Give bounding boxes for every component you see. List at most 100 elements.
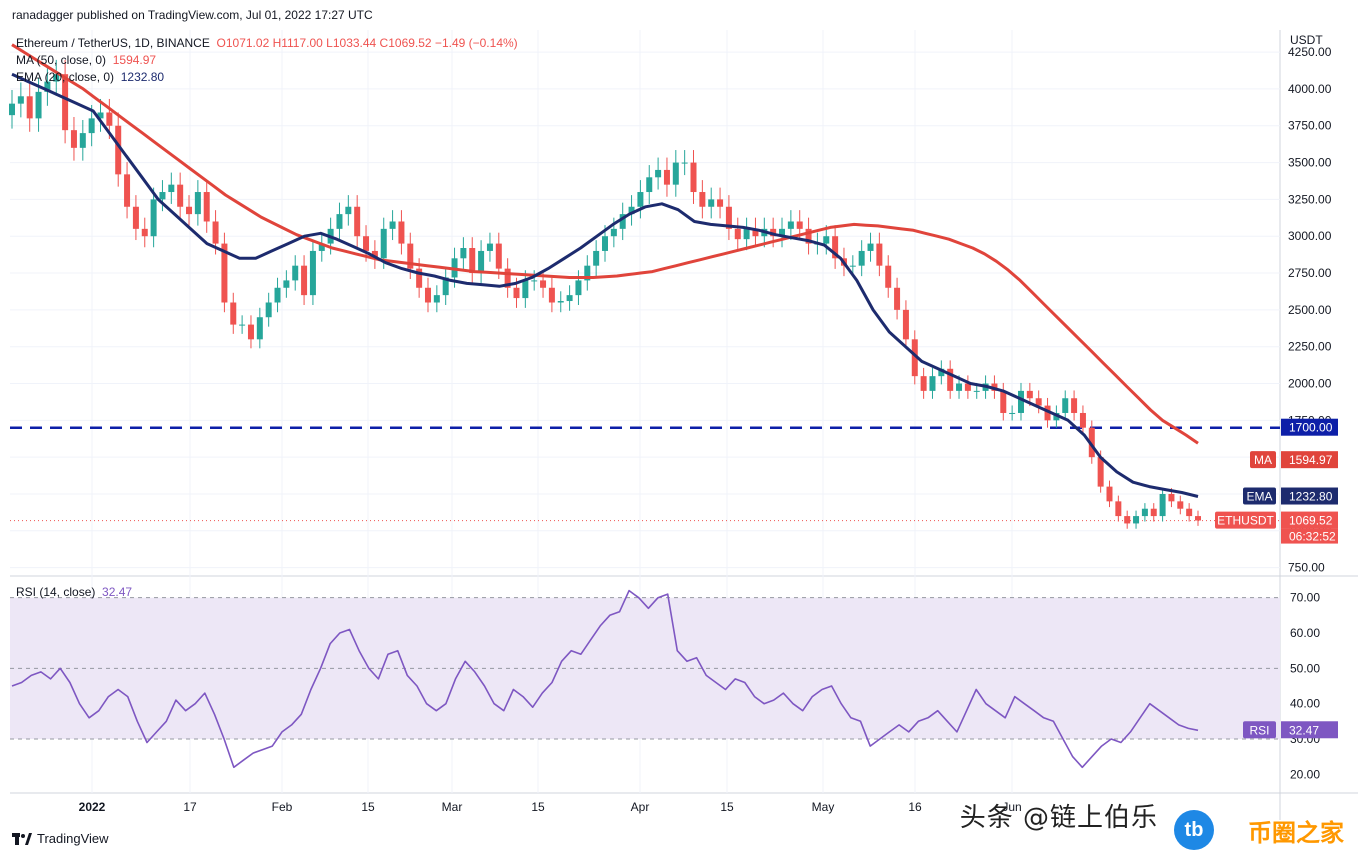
time-tick-label: Jun — [1002, 800, 1021, 814]
candle-body — [956, 383, 963, 391]
candle-body — [637, 192, 644, 207]
price-tick-label: 2500.00 — [1288, 303, 1332, 317]
candle-body — [1115, 501, 1122, 517]
price-tick-label: 2750.00 — [1288, 266, 1332, 280]
candle-body — [531, 280, 538, 282]
candle-body — [354, 206, 361, 237]
candle-body — [442, 277, 449, 296]
candle-body — [159, 192, 166, 200]
candle-body — [1017, 390, 1024, 413]
candle-body — [894, 287, 901, 310]
time-axis[interactable]: 2022 17 Feb 15 Mar 15 Apr 15 May 16 Jun — [79, 800, 1022, 814]
candle-body — [150, 199, 157, 237]
candle-body — [97, 112, 104, 119]
ema-label: EMA (20, close, 0) — [16, 70, 115, 84]
candle-body — [663, 169, 670, 185]
rsi-tick-label: 20.00 — [1290, 767, 1320, 781]
candle-body — [646, 177, 653, 193]
candle-body — [610, 228, 617, 237]
candle-body — [309, 250, 316, 296]
ethusdt-tag-value-box — [1281, 511, 1338, 529]
time-tick-label: Mar — [442, 800, 463, 814]
candle-body — [548, 287, 555, 303]
rsi-value: 32.47 — [102, 585, 133, 599]
candle-body — [1186, 508, 1193, 517]
candle-body — [1044, 405, 1051, 421]
candle-body — [1009, 412, 1016, 414]
time-tick-label: 17 — [183, 800, 197, 814]
candle-body — [106, 112, 113, 126]
candle-body — [920, 376, 927, 391]
candle-body — [947, 368, 954, 391]
candle-body — [734, 228, 741, 240]
price-tick-label: 3250.00 — [1288, 192, 1332, 206]
candle-body — [53, 74, 60, 82]
ema-tag-label-box — [1243, 487, 1276, 505]
candle-body — [486, 243, 493, 251]
candle-body — [469, 248, 476, 274]
candle-body — [1071, 398, 1078, 413]
candle-body — [186, 206, 193, 215]
candle-body — [433, 295, 440, 303]
candle-body — [725, 206, 732, 229]
candles — [9, 59, 1201, 529]
rsi-line — [11, 589, 1199, 769]
price-tick-label: 3750.00 — [1288, 119, 1332, 133]
candle-body — [318, 243, 325, 251]
candle-body — [79, 133, 86, 148]
candle-body — [1097, 457, 1104, 487]
candle-body — [619, 214, 626, 229]
ma50-line — [11, 43, 1199, 445]
candle-body — [283, 280, 290, 288]
candle-body — [584, 265, 591, 281]
rsi-tag-label-box — [1243, 721, 1276, 739]
candle-body — [690, 162, 697, 193]
tradingview-logo[interactable]: TradingView — [12, 831, 109, 846]
candle-body — [424, 287, 431, 303]
ma-tag-label-box — [1250, 451, 1276, 469]
candle-body — [779, 228, 786, 237]
horizontal-level-line — [10, 426, 1280, 522]
watermark-badge: tb — [1174, 810, 1214, 850]
candle-body — [292, 265, 299, 281]
time-tick-label: May — [812, 800, 835, 814]
symbol-title[interactable]: Ethereum / TetherUS, 1D, BINANCE — [16, 36, 210, 50]
candle-body — [911, 339, 918, 377]
candle-body — [132, 206, 139, 229]
candle-body — [1026, 390, 1033, 399]
candle-body — [247, 324, 254, 340]
candle-body — [70, 130, 77, 148]
ma-tag-value-box — [1281, 451, 1338, 469]
candle-body — [124, 174, 131, 207]
level-tag-value: 1700.00 — [1289, 421, 1333, 435]
rsi-tag-value: 32.47 — [1289, 723, 1319, 737]
candle-body — [1106, 486, 1113, 502]
rsi-legend[interactable]: RSI (14, close) 32.47 — [16, 585, 132, 599]
rsi-tag-value-box — [1281, 721, 1338, 739]
time-tick-label: Feb — [272, 800, 293, 814]
time-tick-label: 15 — [531, 800, 545, 814]
candle-body — [203, 192, 210, 222]
ethusdt-tag-label: ETHUSDT — [1217, 514, 1274, 528]
legend-ema-row[interactable]: EMA (20, close, 0) 1232.80 — [16, 69, 518, 86]
time-tick-label: 15 — [720, 800, 734, 814]
rsi-tick-label: 40.00 — [1290, 697, 1320, 711]
candle-body — [885, 265, 892, 288]
candle-body — [938, 368, 945, 377]
level-tag-value-box — [1281, 418, 1338, 436]
ema-tag-value: 1232.80 — [1289, 490, 1333, 504]
candle-body — [62, 74, 69, 131]
candle-body — [849, 265, 856, 267]
candle-body — [832, 236, 839, 259]
legend-ma-row[interactable]: MA (50, close, 0) 1594.97 — [16, 52, 518, 69]
candle-body — [858, 250, 865, 266]
time-tick-label: 16 — [908, 800, 922, 814]
candle-body — [787, 221, 794, 229]
candle-body — [256, 317, 263, 340]
candle-body — [1124, 516, 1131, 524]
watermark-text: 头条 @链上伯乐 — [959, 803, 1158, 833]
candle-body — [1088, 427, 1095, 458]
price-tick-label: 3000.00 — [1288, 229, 1332, 243]
